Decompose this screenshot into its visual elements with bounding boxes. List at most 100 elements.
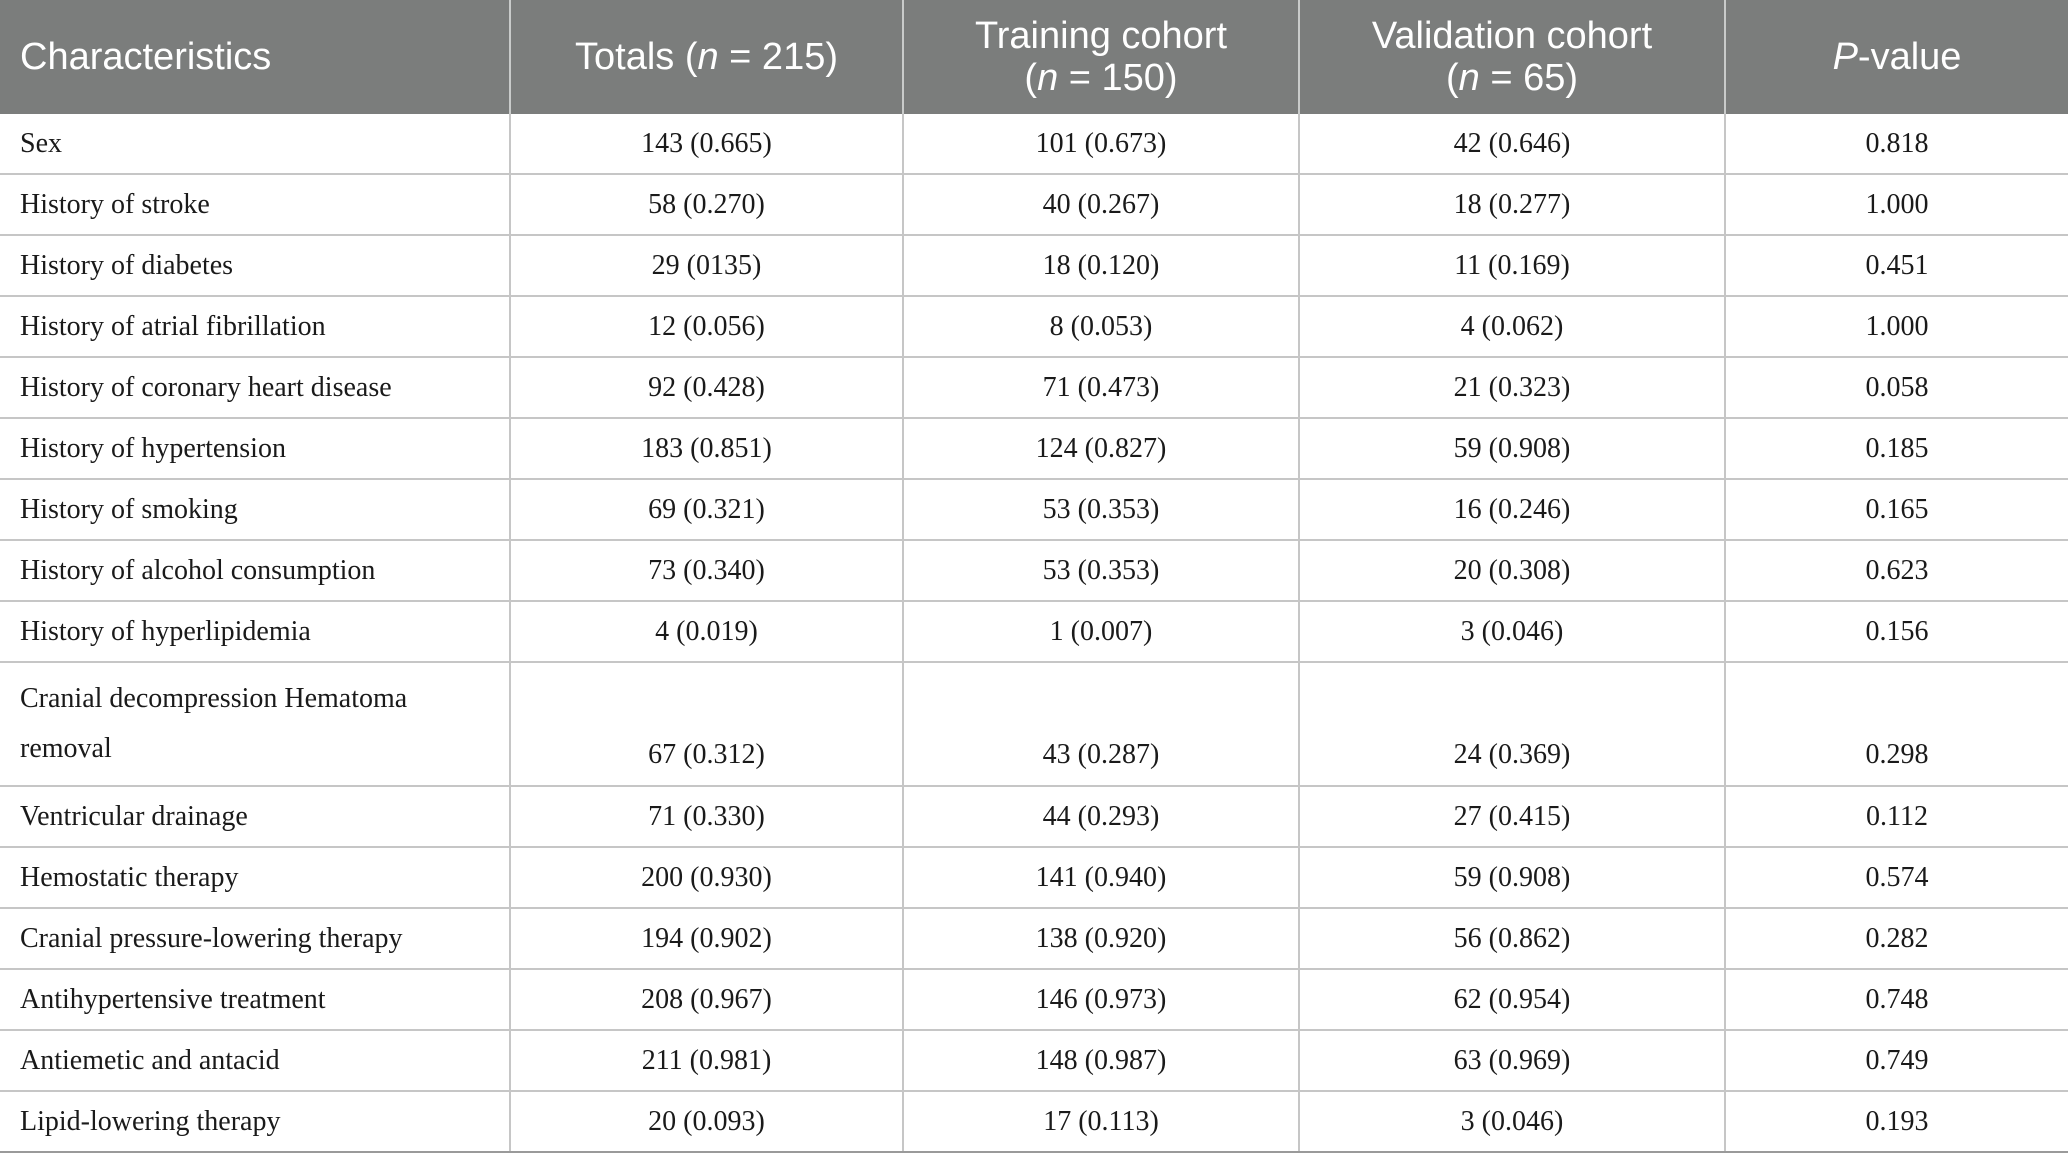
cell-validation: 20 (0.308)	[1299, 540, 1726, 602]
header-totals: Totals (n = 215)	[510, 0, 904, 114]
table-row: History of alcohol consumption 73 (0.340…	[0, 540, 2068, 602]
cell-p-value: 0.185	[1725, 418, 2068, 480]
header-row: Characteristics Totals (n = 215) Trainin…	[0, 0, 2068, 114]
cell-validation: 56 (0.862)	[1299, 908, 1726, 970]
cell-validation: 4 (0.062)	[1299, 296, 1726, 358]
table-row: Ventricular drainage 71 (0.330) 44 (0.29…	[0, 786, 2068, 848]
row-label: Hemostatic therapy	[0, 847, 511, 909]
cell-training: 146 (0.973)	[903, 969, 1300, 1031]
table-row: History of coronary heart disease 92 (0.…	[0, 357, 2068, 419]
cell-totals: 208 (0.967)	[510, 969, 904, 1031]
cell-totals: 200 (0.930)	[510, 847, 904, 909]
row-label: Cranial decompression Hematoma removal	[0, 662, 511, 787]
table-row: History of smoking 69 (0.321) 53 (0.353)…	[0, 479, 2068, 541]
cell-training: 101 (0.673)	[903, 114, 1300, 175]
cell-totals: 58 (0.270)	[510, 174, 904, 236]
cell-training: 53 (0.353)	[903, 479, 1300, 541]
table-row: Antihypertensive treatment 208 (0.967) 1…	[0, 969, 2068, 1031]
header-p-italic: P	[1832, 36, 1858, 78]
cell-totals: 194 (0.902)	[510, 908, 904, 970]
cell-totals: 183 (0.851)	[510, 418, 904, 480]
cell-p-value: 0.574	[1725, 847, 2068, 909]
cell-p-value: 0.112	[1725, 786, 2068, 848]
cell-validation: 59 (0.908)	[1299, 847, 1726, 909]
cell-p-value: 0.749	[1725, 1030, 2068, 1092]
cell-training: 8 (0.053)	[903, 296, 1300, 358]
header-training-post: = 150)	[1058, 57, 1178, 99]
cell-p-value: 0.156	[1725, 601, 2068, 663]
cell-totals: 29 (0135)	[510, 235, 904, 297]
header-characteristics-label: Characteristics	[20, 36, 272, 78]
table-header: Characteristics Totals (n = 215) Trainin…	[0, 0, 2068, 114]
cell-training: 17 (0.113)	[903, 1091, 1300, 1153]
cell-p-value: 0.298	[1725, 662, 2068, 787]
cell-p-value: 0.165	[1725, 479, 2068, 541]
cell-totals: 92 (0.428)	[510, 357, 904, 419]
row-label: History of alcohol consumption	[0, 540, 511, 602]
row-label: Lipid-lowering therapy	[0, 1091, 511, 1153]
cell-validation: 63 (0.969)	[1299, 1030, 1726, 1092]
cell-validation: 11 (0.169)	[1299, 235, 1726, 297]
cell-p-value: 0.623	[1725, 540, 2068, 602]
cell-training: 1 (0.007)	[903, 601, 1300, 663]
cell-training: 18 (0.120)	[903, 235, 1300, 297]
table-row: Hemostatic therapy 200 (0.930) 141 (0.94…	[0, 847, 2068, 909]
row-label: Antiemetic and antacid	[0, 1030, 511, 1092]
cell-p-value: 1.000	[1725, 296, 2068, 358]
cell-training: 43 (0.287)	[903, 662, 1300, 787]
cell-validation: 16 (0.246)	[1299, 479, 1726, 541]
header-validation-pre: (	[1445, 57, 1459, 99]
row-label: Antihypertensive treatment	[0, 969, 511, 1031]
row-label: History of stroke	[0, 174, 511, 236]
table-row: Sex 143 (0.665) 101 (0.673) 42 (0.646) 0…	[0, 114, 2068, 175]
cell-validation: 42 (0.646)	[1299, 114, 1726, 175]
cell-totals: 67 (0.312)	[510, 662, 904, 787]
table-row: Lipid-lowering therapy 20 (0.093) 17 (0.…	[0, 1091, 2068, 1153]
header-training-pre: (	[1024, 57, 1038, 99]
cell-p-value: 0.058	[1725, 357, 2068, 419]
cell-validation: 27 (0.415)	[1299, 786, 1726, 848]
cell-totals: 12 (0.056)	[510, 296, 904, 358]
cell-totals: 20 (0.093)	[510, 1091, 904, 1153]
header-totals-post: = 215)	[718, 36, 838, 78]
cell-validation: 59 (0.908)	[1299, 418, 1726, 480]
cell-training: 44 (0.293)	[903, 786, 1300, 848]
table-row: History of diabetes 29 (0135) 18 (0.120)…	[0, 235, 2068, 297]
cell-p-value: 0.748	[1725, 969, 2068, 1031]
table-row: History of hyperlipidemia 4 (0.019) 1 (0…	[0, 601, 2068, 663]
cell-p-value: 0.818	[1725, 114, 2068, 175]
cell-training: 71 (0.473)	[903, 357, 1300, 419]
cell-training: 138 (0.920)	[903, 908, 1300, 970]
row-label: Ventricular drainage	[0, 786, 511, 848]
table-row: Cranial pressure-lowering therapy 194 (0…	[0, 908, 2068, 970]
header-totals-n: n	[697, 36, 719, 78]
header-p-post: -value	[1857, 36, 1962, 78]
cell-validation: 62 (0.954)	[1299, 969, 1726, 1031]
row-label: Sex	[0, 114, 511, 175]
header-characteristics: Characteristics	[0, 0, 511, 114]
header-validation-n: n	[1458, 57, 1480, 99]
cell-p-value: 1.000	[1725, 174, 2068, 236]
cell-training: 53 (0.353)	[903, 540, 1300, 602]
header-p-value: P-value	[1725, 0, 2068, 114]
row-label: History of hypertension	[0, 418, 511, 480]
cell-p-value: 0.282	[1725, 908, 2068, 970]
cell-totals: 4 (0.019)	[510, 601, 904, 663]
row-label: History of diabetes	[0, 235, 511, 297]
table-row: History of atrial fibrillation 12 (0.056…	[0, 296, 2068, 358]
row-label: History of atrial fibrillation	[0, 296, 511, 358]
table-body: Sex 143 (0.665) 101 (0.673) 42 (0.646) 0…	[0, 114, 2068, 1153]
cell-validation: 3 (0.046)	[1299, 1091, 1726, 1153]
cell-p-value: 0.193	[1725, 1091, 2068, 1153]
cell-validation: 18 (0.277)	[1299, 174, 1726, 236]
table-row: History of hypertension 183 (0.851) 124 …	[0, 418, 2068, 480]
cell-totals: 71 (0.330)	[510, 786, 904, 848]
cell-validation: 3 (0.046)	[1299, 601, 1726, 663]
cell-training: 40 (0.267)	[903, 174, 1300, 236]
header-training-n: n	[1037, 57, 1059, 99]
cell-training: 141 (0.940)	[903, 847, 1300, 909]
row-label: Cranial pressure-lowering therapy	[0, 908, 511, 970]
row-label: History of smoking	[0, 479, 511, 541]
